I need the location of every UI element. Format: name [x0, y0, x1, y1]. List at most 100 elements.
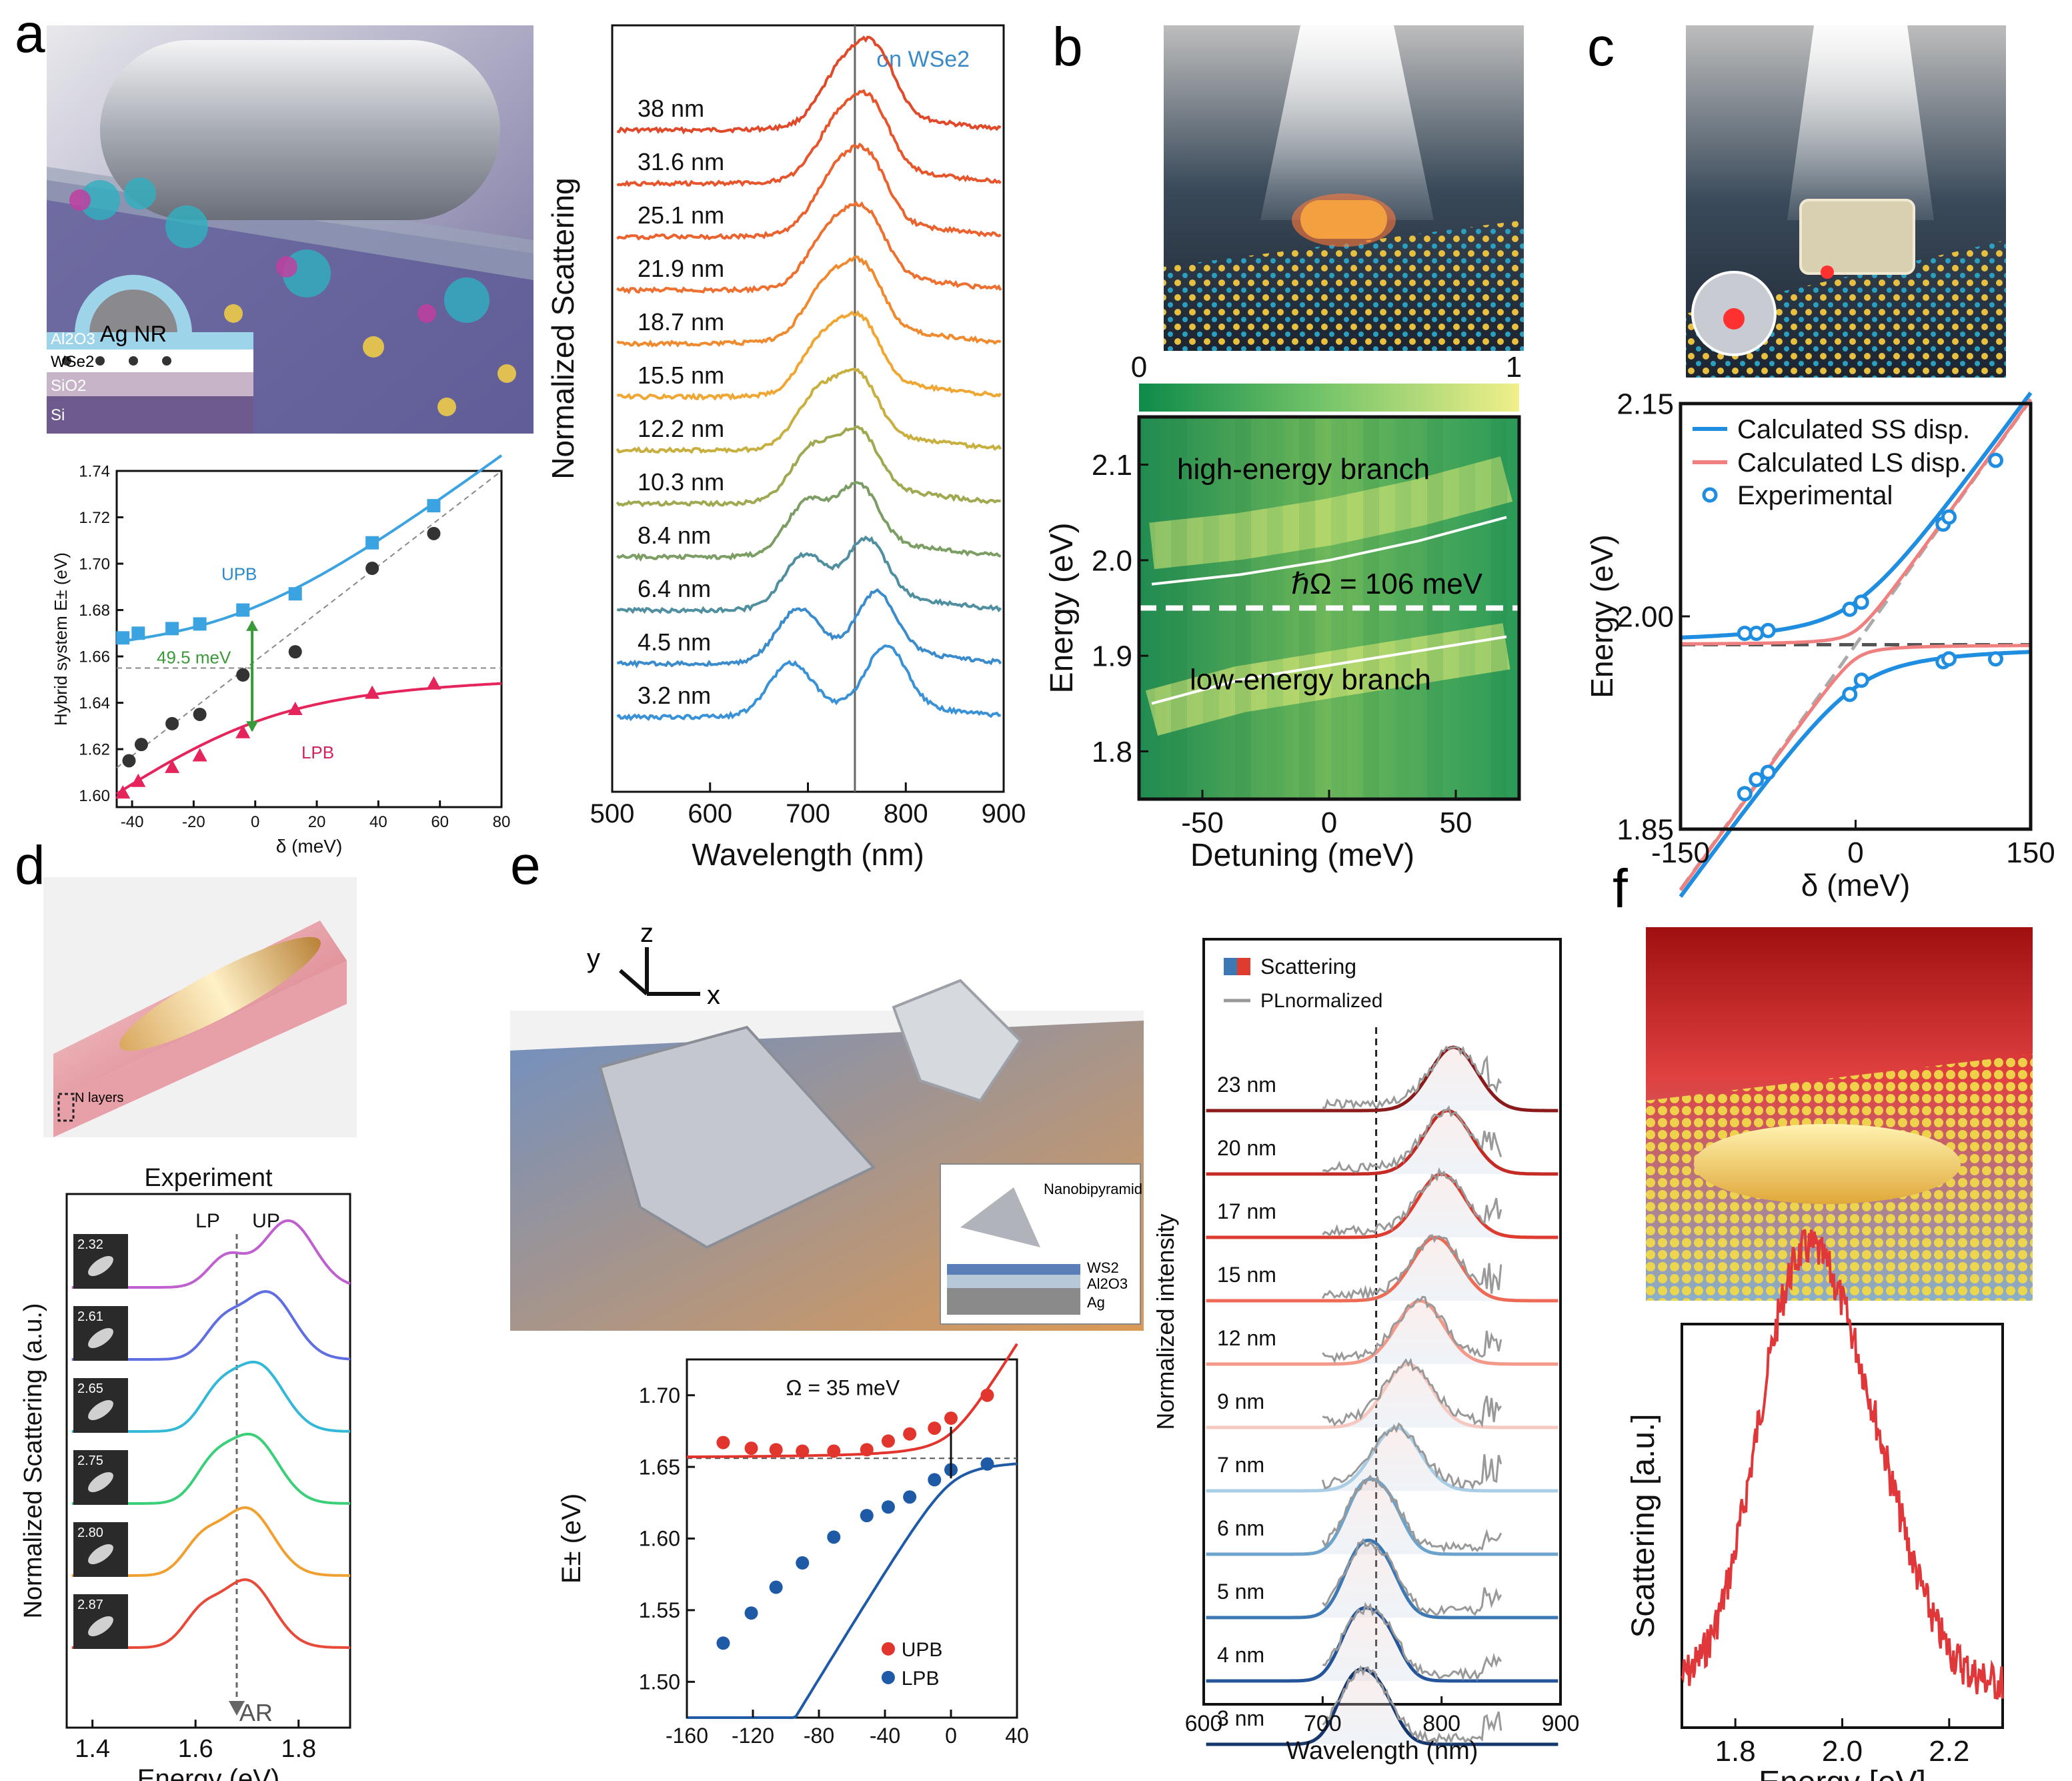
uncoupled-point	[289, 645, 302, 658]
thickness-label: 4 nm	[1217, 1643, 1264, 1667]
chart-f-scattering: 1.82.02.2Energy [eV]Scattering [a.u.]	[1626, 1229, 2003, 1781]
lpb-fit-line	[117, 684, 501, 794]
x-tick-label: 900	[1542, 1711, 1580, 1736]
upb-point	[116, 631, 129, 644]
x-tick-label: -40	[870, 1724, 900, 1748]
x-tick-label: 40	[1005, 1724, 1029, 1748]
legend-swatch-scattering-red	[1237, 958, 1250, 975]
colorbar-max: 1	[1506, 351, 1522, 384]
upb-point	[882, 1434, 895, 1447]
uncoupled-point	[427, 527, 440, 540]
lpb-point	[745, 1606, 758, 1620]
label-si: Si	[51, 406, 65, 424]
y-tick-label: 1.50	[639, 1670, 680, 1694]
chart-a-scattering: 500 600 700 800 900 Wavelength (nm) Normalized…	[546, 25, 1026, 872]
experimental-point	[1762, 624, 1774, 636]
lpb-point	[903, 1490, 916, 1504]
thickness-label: 18.7 nm	[638, 308, 724, 336]
thickness-label: 10.3 nm	[638, 468, 724, 496]
experimental-point	[1751, 774, 1763, 786]
panel-letter-a: a	[15, 3, 45, 64]
upb-point	[903, 1427, 916, 1441]
x-axis-label: Energy [eV]	[1759, 1765, 1926, 1781]
upb-point	[716, 1436, 730, 1449]
y-tick-label: 1.74	[79, 462, 110, 480]
chart-b-heatmap: 0 1 high-energy branch low-energy branch ℏΩ …	[1044, 351, 1522, 873]
lpb-label: LPB	[301, 742, 334, 762]
upb-point	[928, 1421, 941, 1435]
x-axis-label: δ (meV)	[1801, 868, 1911, 903]
label-ag-nr: Ag NR	[100, 322, 167, 347]
x-tick-label: 40	[369, 813, 387, 831]
y-tick-label: 1.68	[79, 602, 110, 620]
uncoupled-point	[365, 562, 379, 575]
experimental-point	[1762, 766, 1774, 778]
label-wse2: WSe2	[51, 353, 94, 371]
panel-letter-c: c	[1587, 17, 1615, 77]
panel-letter-f: f	[1613, 858, 1628, 919]
x-tick-label: 700	[786, 799, 830, 828]
y-tick-label: 2.1	[1092, 449, 1132, 482]
lpb-point	[882, 1500, 895, 1514]
axis-label-x: x	[707, 981, 720, 1010]
chart-e-dispersion: Ω = 35 meVUPBLPB-160 -120 -80 -40 0 401.501.5…	[557, 1344, 1029, 1748]
aspect-ratio-label: 2.87	[77, 1598, 103, 1612]
y-tick-label: 1.60	[79, 787, 110, 805]
y-tick-label: 1.65	[639, 1455, 680, 1479]
y-axis-label: Normalized Scattering (a.u.)	[19, 1303, 47, 1618]
x-axis-label: Wavelength (nm)	[692, 837, 924, 872]
y-tick-label: 1.60	[639, 1527, 680, 1551]
chart-title: Experiment	[144, 1164, 273, 1192]
illustration-e: z y x Nanobipyramid WS2 Al2O3 Ag	[510, 919, 1144, 1331]
x-tick-label: 0	[945, 1724, 957, 1748]
axis-label-y: y	[587, 944, 600, 973]
legend-pl: PLnormalized	[1260, 990, 1382, 1012]
lpb-point	[193, 748, 207, 762]
figure-canvas: a b c d e f Ag NR Al2O3 WSe2 SiO2 Si	[0, 0, 2072, 1781]
y-axis-label: Normalized Scattering	[546, 177, 580, 480]
colorbar	[1139, 384, 1519, 412]
panel-letter-b: b	[1052, 17, 1083, 77]
thickness-label: 8.4 nm	[638, 522, 711, 549]
y-axis-label: Energy (eV)	[1585, 534, 1619, 698]
thickness-label: 23 nm	[1217, 1073, 1276, 1097]
y-tick-label: 1.62	[79, 741, 110, 759]
upb-fit-line	[687, 1344, 1017, 1457]
uncoupled-point	[236, 668, 249, 682]
y-tick-label: 2.0	[1092, 544, 1132, 577]
experimental-point	[1990, 454, 2002, 466]
experimental-point	[1844, 688, 1856, 700]
y-tick-label: 1.9	[1092, 640, 1132, 673]
thickness-label: 7 nm	[1217, 1453, 1264, 1477]
x-tick-label: -160	[666, 1724, 708, 1748]
aspect-ratio-label: 2.61	[77, 1309, 103, 1324]
panel-letter-e: e	[510, 835, 541, 896]
experimental-point	[1739, 788, 1751, 800]
x-axis-label: Wavelength (nm)	[1286, 1737, 1478, 1765]
lpb-point	[716, 1636, 730, 1650]
upb-point	[745, 1441, 758, 1455]
thickness-label: 6 nm	[1217, 1516, 1264, 1540]
lpb-point	[235, 725, 250, 738]
y-tick-label: 2.15	[1617, 388, 1674, 420]
chart-a-dispersion: -40 -20 0 20 40 60 801.601.621.641.661.681.701…	[51, 456, 510, 856]
x-tick-label: 0	[1321, 806, 1337, 839]
experimental-point	[1844, 603, 1856, 615]
y-axis-label: Scattering [a.u.]	[1626, 1413, 1661, 1638]
thickness-label: 38 nm	[638, 95, 704, 122]
y-tick-label: 1.70	[79, 555, 110, 573]
upb-point	[289, 587, 302, 600]
x-tick-label: 60	[431, 813, 449, 831]
illustration-b	[1164, 25, 1524, 351]
upb-point	[980, 1389, 994, 1402]
upb-point	[944, 1411, 958, 1425]
thickness-label: 12.2 nm	[638, 415, 724, 442]
chart-e-spectra: ScatteringPLnormalized23 nm20 nm17 nm15 …	[1152, 939, 1579, 1765]
legend-swatch-exp	[1704, 489, 1716, 501]
x-tick-label: 20	[308, 813, 326, 831]
aspect-ratio-label: 2.32	[77, 1237, 103, 1252]
experimental-point	[1855, 596, 1867, 608]
aspect-ratio-label: 2.80	[77, 1526, 103, 1540]
illustration-f	[1646, 927, 2033, 1301]
x-tick-label: 50	[1440, 806, 1472, 839]
